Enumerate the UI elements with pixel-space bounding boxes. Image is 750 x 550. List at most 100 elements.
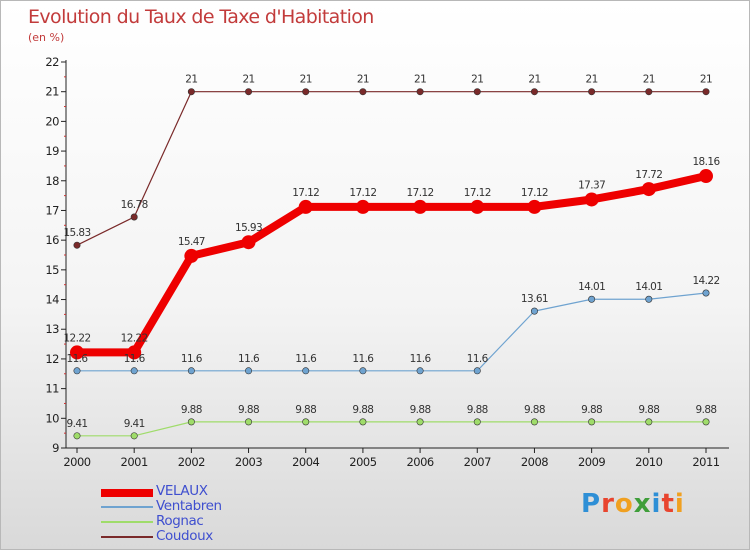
y-tick-label: 21 [45,85,59,99]
legend-label-coudoux: Coudoux [156,528,213,544]
data-point-rognac [302,418,310,426]
y-tick-label: 11 [45,382,59,396]
data-point-rognac [588,418,596,426]
logo-letter: x [633,489,652,519]
data-point-ventabren [588,295,596,303]
data-label-velaux: 17.72 [635,169,662,181]
x-tick-label: 2000 [63,455,90,469]
x-tick-label: 2004 [292,455,319,469]
data-point-velaux [184,248,199,263]
logo-letter: o [614,489,634,519]
data-point-ventabren [530,307,538,315]
data-label-coudoux: 21 [471,74,483,86]
y-tick-label: 16 [45,233,59,247]
data-point-rognac [187,418,195,426]
data-label-ventabren: 11.6 [410,353,432,365]
x-tick-label: 2003 [235,455,262,469]
data-point-velaux [355,199,370,214]
legend-label-velaux: VELAUX [156,483,208,499]
data-label-rognac: 9.88 [238,404,259,416]
data-point-coudoux [302,88,310,96]
data-point-rognac [359,418,367,426]
y-tick-label: 14 [45,293,59,307]
logo-letter: i [674,489,685,519]
data-point-coudoux [645,88,653,96]
data-point-coudoux [73,241,81,249]
data-label-rognac: 9.88 [352,404,373,416]
data-point-coudoux [588,88,596,96]
y-tick-label: 13 [45,322,59,336]
data-label-coudoux: 21 [586,74,598,86]
legend-swatch-rognac [101,521,153,523]
data-label-rognac: 9.88 [638,404,659,416]
series-line-ventabren [77,292,707,372]
legend-label-rognac: Rognac [156,513,204,529]
data-label-ventabren: 14.01 [635,281,662,293]
data-point-ventabren [416,367,424,375]
series-line-velaux [77,172,707,357]
data-label-coudoux: 21 [300,74,312,86]
data-point-velaux [413,199,428,214]
data-point-coudoux [187,88,195,96]
data-label-coudoux: 21 [700,74,712,86]
y-tick-label: 9 [52,441,59,455]
x-tick-label: 2006 [406,455,433,469]
data-point-velaux [527,199,542,214]
data-label-rognac: 9.88 [581,404,602,416]
data-label-ventabren: 11.6 [181,353,203,365]
legend-swatch-velaux [101,489,153,497]
data-point-velaux [241,235,256,250]
x-tick-label: 2005 [349,455,376,469]
x-tick-label: 2009 [578,455,605,469]
y-tick-label: 19 [45,144,59,158]
logo-letter: t [661,489,675,519]
data-label-rognac: 9.88 [524,404,545,416]
data-label-ventabren: 11.6 [124,353,146,365]
data-point-coudoux [702,88,710,96]
data-point-ventabren [73,367,81,375]
data-label-ventabren: 11.6 [352,353,374,365]
data-label-coudoux: 15.83 [63,227,90,239]
data-label-rognac: 9.41 [124,418,145,430]
data-label-velaux: 18.16 [692,156,720,168]
data-point-ventabren [359,367,367,375]
data-point-velaux [584,192,599,207]
data-point-rognac [645,418,653,426]
data-label-rognac: 9.88 [696,404,717,416]
y-tick-label: 10 [45,411,59,425]
data-label-velaux: 12.22 [63,332,90,344]
data-label-rognac: 9.88 [181,404,202,416]
data-label-ventabren: 14.22 [692,275,719,287]
y-tick-label: 12 [45,352,59,366]
data-point-rognac [473,418,481,426]
data-label-coudoux: 21 [357,74,369,86]
y-tick-label: 15 [45,263,59,277]
data-label-velaux: 17.12 [521,187,548,199]
data-point-velaux [470,199,485,214]
data-label-ventabren: 13.61 [521,293,548,305]
data-point-coudoux [416,88,424,96]
y-tick-label: 22 [45,55,59,69]
data-point-velaux [127,345,142,360]
legend-swatch-ventabren [101,506,153,508]
data-point-rognac [73,432,81,440]
data-point-velaux [699,169,713,184]
data-label-coudoux: 21 [643,74,655,86]
y-tick-label: 18 [45,174,59,188]
data-point-coudoux [130,213,138,221]
data-point-rognac [530,418,538,426]
data-label-velaux: 17.37 [578,179,605,191]
data-point-velaux [641,182,656,197]
data-label-coudoux: 21 [528,74,540,86]
data-label-coudoux: 21 [242,74,254,86]
data-label-ventabren: 14.01 [578,281,605,293]
data-label-ventabren: 11.6 [67,353,89,365]
x-tick-label: 2011 [692,455,719,469]
data-point-ventabren [187,367,195,375]
data-label-velaux: 12.22 [121,332,148,344]
data-label-velaux: 17.12 [407,187,434,199]
data-point-rognac [416,418,424,426]
data-label-velaux: 17.12 [349,187,376,199]
series-line-coudoux [76,91,706,246]
